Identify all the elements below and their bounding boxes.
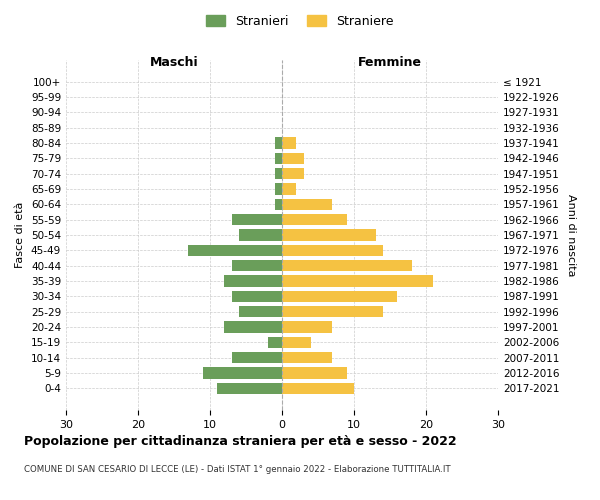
Bar <box>275 137 282 148</box>
Bar <box>224 276 282 287</box>
Bar <box>239 229 282 241</box>
Bar <box>232 260 282 272</box>
Bar <box>203 368 282 379</box>
Bar <box>275 152 282 164</box>
Bar <box>282 382 354 394</box>
Bar <box>282 214 347 226</box>
Bar <box>232 214 282 226</box>
Legend: Stranieri, Straniere: Stranieri, Straniere <box>203 11 397 32</box>
Text: COMUNE DI SAN CESARIO DI LECCE (LE) - Dati ISTAT 1° gennaio 2022 - Elaborazione : COMUNE DI SAN CESARIO DI LECCE (LE) - Da… <box>24 465 451 474</box>
Bar <box>282 276 433 287</box>
Bar <box>282 137 296 148</box>
Bar <box>224 322 282 333</box>
Bar <box>282 368 347 379</box>
Bar <box>232 352 282 364</box>
Bar <box>282 198 332 210</box>
Bar <box>282 260 412 272</box>
Bar <box>239 306 282 318</box>
Bar <box>282 229 376 241</box>
Bar <box>188 244 282 256</box>
Bar <box>275 168 282 179</box>
Bar <box>282 152 304 164</box>
Text: Maschi: Maschi <box>149 56 199 70</box>
Bar <box>282 168 304 179</box>
Bar <box>268 336 282 348</box>
Y-axis label: Anni di nascita: Anni di nascita <box>566 194 576 276</box>
Bar <box>282 290 397 302</box>
Y-axis label: Fasce di età: Fasce di età <box>16 202 25 268</box>
Bar <box>282 306 383 318</box>
Bar <box>282 336 311 348</box>
Bar <box>232 290 282 302</box>
Bar <box>275 198 282 210</box>
Bar <box>275 183 282 194</box>
Bar <box>217 382 282 394</box>
Bar <box>282 322 332 333</box>
Text: Femmine: Femmine <box>358 56 422 70</box>
Bar <box>282 183 296 194</box>
Bar <box>282 244 383 256</box>
Text: Popolazione per cittadinanza straniera per età e sesso - 2022: Popolazione per cittadinanza straniera p… <box>24 435 457 448</box>
Bar <box>282 352 332 364</box>
